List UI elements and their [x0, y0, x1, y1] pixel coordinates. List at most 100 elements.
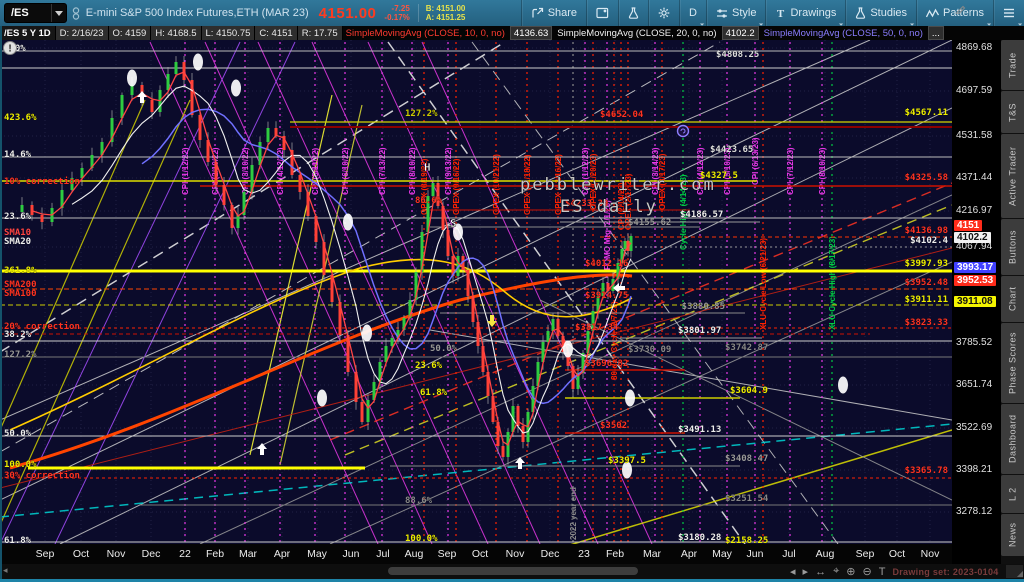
symbol-dropdown-caret[interactable] [50, 4, 66, 22]
svg-text:23.6%: 23.6% [415, 361, 443, 371]
side-tab-trade[interactable]: Trade [1001, 40, 1024, 90]
patterns-button[interactable]: Patterns [916, 0, 993, 26]
svg-text:61.8%: 61.8% [4, 536, 32, 544]
side-tab-phase-scores[interactable]: Phase Scores [1001, 323, 1024, 403]
button-label: Patterns [943, 7, 984, 19]
style-icon [716, 8, 728, 19]
timeframe-chip[interactable]: /ES 5 Y 1D [0, 26, 56, 40]
month-label: Dec [540, 548, 560, 560]
info-icon: ! [3, 41, 17, 55]
style-button[interactable]: Style [706, 0, 765, 26]
svg-text:CPI (1/12/22): CPI (1/12/22) [181, 147, 190, 195]
menu-button[interactable] [993, 0, 1024, 26]
share-button[interactable]: Share [520, 0, 586, 26]
left-labels: 0.0%423.6%14.6%10% correction23.6%SMA10S… [4, 44, 80, 544]
panel-button[interactable] [586, 0, 618, 26]
month-label: Jul [782, 548, 796, 560]
side-tab-t-s[interactable]: T&S [1001, 91, 1024, 133]
svg-text:FOMC Mtg (2/1/23): FOMC Mtg (2/1/23) [603, 200, 612, 270]
bottom-tool-icon[interactable]: ◂ [790, 566, 796, 578]
svg-text:CPI (4/12/23): CPI (4/12/23) [696, 147, 705, 195]
bottom-tool-icon[interactable]: ⊖ [862, 566, 872, 578]
bottom-tool-icon[interactable]: T [878, 565, 886, 578]
bottom-tool-icon[interactable]: ⊕ [846, 566, 856, 578]
bottom-tool-icon[interactable]: ⌖ [833, 565, 840, 577]
price-tick: 4371.44 [956, 172, 993, 183]
chart-header: /ES 5 Y 1D D: 2/16/23 O: 4159 H: 4168.5 L: … [0, 26, 1024, 40]
svg-text:CPI (5/11/22): CPI (5/11/22) [311, 148, 320, 195]
svg-text:38.2%: 38.2% [4, 330, 32, 340]
month-label: Feb [205, 548, 225, 560]
svg-text:127.2%: 127.2% [4, 350, 37, 360]
svg-text:SMA10: SMA10 [4, 228, 31, 238]
svg-text:$4136.98: $4136.98 [905, 226, 948, 236]
svg-text:2022 year end: 2022 year end [569, 487, 578, 540]
month-label: Dec [141, 548, 161, 560]
month-label: Oct [888, 548, 906, 560]
bottom-tool-icon[interactable]: ▸ [802, 566, 809, 578]
bottom-bar: ◂ ◂ ▸ ↔ ⌖ ⊕ ⊖ T Drawing set: 2023-0104 ◢ [0, 564, 1024, 579]
link-icon[interactable] [72, 6, 80, 21]
ohlc-field: H: 4168.5 [151, 26, 202, 40]
svg-text:423.6%: 423.6% [4, 113, 37, 123]
flask-button[interactable] [618, 0, 648, 26]
study-label[interactable]: SimpleMovingAvg (CLOSE, 10, 0, no) [345, 27, 505, 39]
time-axis[interactable]: Sep Oct Nov Dec 22 Feb Mar Apr May Jun Jul Aug Sep Oc… [0, 544, 952, 564]
side-tab-buttons[interactable]: Buttons [1001, 219, 1024, 275]
arrow-annotations [137, 91, 625, 469]
side-tab-news[interactable]: News [1001, 514, 1024, 556]
symbol-input[interactable]: /ES [4, 3, 67, 23]
study-label[interactable]: SimpleMovingAvg (CLOSE, 50, 0, no) [763, 27, 923, 39]
top-toolbar: /ES E-mini S&P 500 Index Futures,ETH (MA… [0, 0, 1024, 26]
timeframe-button[interactable]: D [679, 0, 706, 26]
scroll-left-icon[interactable]: ◂ [3, 565, 8, 575]
svg-text:10% correction: 10% correction [4, 176, 80, 187]
drawings-button[interactable]: T Drawings [765, 0, 845, 26]
svg-text:XLU Cycle High (8/17/23): XLU Cycle High (8/17/23) [828, 236, 837, 330]
side-tab-dashboard[interactable]: Dashboard [1001, 404, 1024, 474]
svg-text:$3696.82: $3696.82 [585, 359, 628, 369]
side-tab-chart[interactable]: Chart [1001, 276, 1024, 322]
svg-text:CPI (7/13/22): CPI (7/13/22) [378, 147, 387, 195]
button-label: Drawings [790, 7, 837, 19]
edit-studies-icon[interactable] [955, 1, 966, 19]
price-axis[interactable]: 4869.68 4697.59 4531.58 4371.44 4216.97 4067.… [952, 40, 1001, 564]
svg-text:OPEX (11/18/22): OPEX (11/18/22) [523, 154, 532, 215]
svg-text:61.8%: 61.8% [420, 388, 448, 398]
svg-text:CPI (6/10/22): CPI (6/10/22) [341, 147, 350, 195]
sma50-line [141, 108, 632, 405]
gear-icon [658, 7, 670, 19]
window-edge-bottom [0, 579, 1024, 582]
chart-canvas[interactable]: CPI (1/12/22)CPI (2/10/22)CPI (3/10/22)C… [0, 40, 952, 544]
horizontal-scrollbar-thumb[interactable] [388, 567, 638, 575]
month-label: Aug [815, 548, 835, 560]
month-label: 22 [179, 548, 191, 560]
svg-text:CPI (3/10/22): CPI (3/10/22) [241, 147, 250, 195]
dropdown-caret-icon [697, 19, 705, 26]
price-tick: 3785.52 [956, 337, 993, 348]
svg-text:86.6%: 86.6% [415, 196, 443, 206]
month-label: Jun [342, 548, 360, 560]
settings-button[interactable] [648, 0, 679, 26]
side-tab-l-2[interactable]: L 2 [1001, 475, 1024, 513]
svg-text:CPI (6/13/23): CPI (6/13/23) [751, 137, 760, 185]
svg-text:$4808.25: $4808.25 [716, 50, 759, 60]
svg-text:$3604.9: $3604.9 [730, 386, 768, 396]
svg-text:XLU Cycle Low (6/21/23): XLU Cycle Low (6/21/23) [759, 238, 768, 330]
ohlc-field: L: 4150.75 [201, 26, 256, 40]
study-label[interactable]: SimpleMovingAvg (CLOSE, 20, 0, no) [557, 27, 717, 39]
wave-icon [926, 8, 940, 19]
price-tick: 4067.94 [956, 241, 993, 252]
bottom-tool-icon[interactable]: ↔ [815, 565, 827, 578]
price-badge: 3993.17 [954, 262, 997, 273]
svg-text:$4327.5: $4327.5 [700, 171, 738, 181]
corner-resize-handle[interactable]: ◢ [1006, 565, 1023, 578]
svg-text:CPI (7/12/23): CPI (7/12/23) [786, 147, 795, 195]
svg-text:SMA200: SMA200 [4, 280, 37, 290]
ohlc-field: R: 17.75 [297, 26, 343, 40]
studies-button[interactable]: Studies [845, 0, 916, 26]
side-tab-active-trader[interactable]: Active Trader [1001, 134, 1024, 218]
month-label: Oct [471, 548, 489, 560]
pivot-letters: HS [424, 161, 457, 230]
toolbar-buttons: Share D Style T Drawings Studies Patterns [520, 0, 1024, 26]
